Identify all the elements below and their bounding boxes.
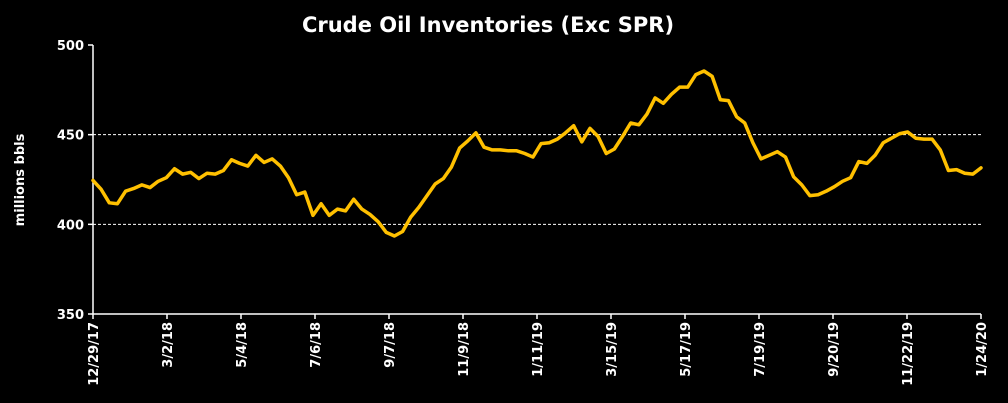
x-tick-label: 5/17/19	[679, 322, 694, 377]
y-ticks: 350 400 450 500	[57, 39, 93, 323]
series	[91, 69, 983, 238]
y-axis-label: millions bbls	[13, 133, 28, 226]
x-tick-label: 1/24/20	[975, 322, 990, 377]
x-tick-label: 9/20/19	[827, 322, 842, 377]
y-tick-label: 350	[57, 308, 84, 323]
x-tick-label: 9/7/18	[383, 322, 398, 368]
gridlines	[93, 134, 981, 225]
x-tick-label: 11/9/18	[457, 322, 472, 377]
x-tick-label: 5/4/18	[235, 322, 250, 368]
x-tick-label: 12/29/17	[87, 322, 102, 386]
x-tick-label: 1/11/19	[531, 322, 546, 377]
y-tick-label: 500	[57, 39, 84, 54]
y-tick-label: 450	[57, 129, 84, 144]
x-tick-label: 3/15/19	[605, 322, 620, 377]
chart-title: Crude Oil Inventories (Exc SPR)	[302, 13, 674, 37]
x-tick-label: 7/19/19	[753, 322, 768, 377]
series-line	[91, 69, 983, 238]
x-ticks: 12/29/17 3/2/18 5/4/18 7/6/18 9/7/18 11/9/18 1…	[87, 314, 990, 386]
x-tick-label: 3/2/18	[161, 322, 176, 368]
y-tick-label: 400	[57, 218, 84, 233]
x-tick-label: 11/22/19	[901, 322, 916, 386]
x-tick-label: 7/6/18	[309, 322, 324, 368]
